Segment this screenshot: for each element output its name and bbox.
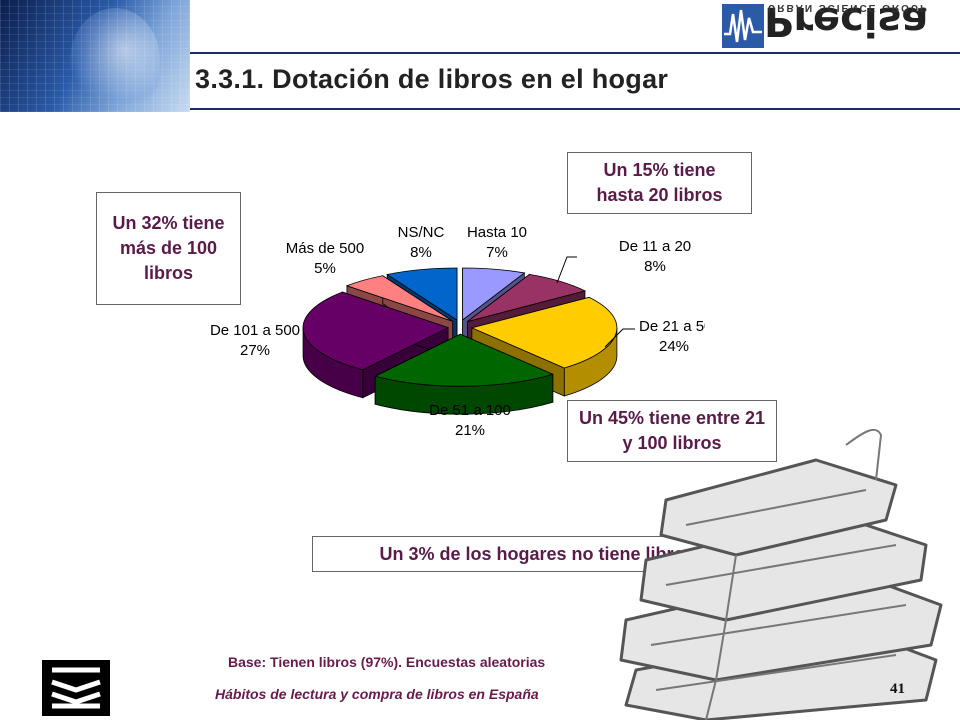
leader-line-de-11-a-20 — [556, 256, 577, 284]
books-pie-chart: Hasta 10 7% De 11 a 20 8% De 21 a 50 24% De 51… — [210, 224, 705, 439]
callout-no-books-text: Un 3% de los hogares no tiene libros — [379, 543, 695, 564]
pie-label-m-s-de-500-value: 5% — [314, 260, 336, 277]
header-image-head — [70, 8, 160, 112]
callout-more-than-100-text: Un 32% tiene más de 100 libros — [112, 213, 225, 283]
callout-more-than-100: Un 32% tiene más de 100 libros — [96, 192, 241, 305]
brand-logo-svg — [42, 660, 110, 716]
callout-between-21-100: Un 45% tiene entre 21 y 100 libros — [567, 400, 777, 462]
pie-slice-de-51-a-100 — [374, 333, 554, 415]
page-title: 3.3.1. Dotación de libros en el hogar — [195, 64, 669, 94]
callout-up-to-20-text: Un 15% tiene hasta 20 libros — [596, 160, 723, 205]
pie-label-de-11-a-20: De 11 a 20 — [619, 238, 691, 255]
callout-between-21-100-text: Un 45% tiene entre 21 y 100 libros — [578, 408, 766, 453]
page-number: 41 — [890, 681, 905, 697]
pie-label-de-51-a-100-value: 21% — [455, 422, 485, 439]
pie-label-de-51-a-100: De 51 a 100 — [429, 402, 511, 419]
pie-label-hasta-10: Hasta 10 — [467, 224, 527, 241]
footer-subtitle: Hábitos de lectura y compra de libros en… — [215, 686, 539, 702]
books-stack-icon — [619, 428, 943, 720]
pie-label-ns-nc-value: 8% — [410, 244, 432, 261]
pie-label-de-11-a-20-value: 8% — [644, 258, 666, 275]
brand-logo-icon — [42, 660, 110, 716]
precisa-logo: Precisa URBAN SCIENCE GROUP — [720, 0, 960, 50]
leader-line-de-21-a-50 — [604, 328, 635, 348]
callout-up-to-20: Un 15% tiene hasta 20 libros — [567, 152, 752, 214]
pie-label-de-101-a-500-value: 27% — [240, 342, 270, 359]
header-image — [0, 0, 190, 112]
logo-waveform-icon — [720, 2, 766, 50]
slide-header: 3.3.1. Dotación de libros en el hogar Pr… — [0, 0, 960, 112]
base-note: Base: Tienen libros (97%). Encuestas ale… — [228, 654, 546, 670]
logo-subtext: URBAN SCIENCE GROUP — [768, 2, 929, 13]
pie-label-ns-nc: NS/NC — [398, 224, 445, 241]
pie-label-hasta-10-value: 7% — [486, 244, 508, 261]
pie-label-m-s-de-500: Más de 500 — [286, 240, 364, 257]
pie-label-de-21-a-50: De 21 a 50 — [639, 318, 705, 335]
logo-waveform-svg — [724, 9, 762, 43]
pie-label-de-21-a-50-value: 24% — [659, 338, 689, 355]
pie-label-de-101-a-500: De 101 a 500 — [210, 322, 300, 339]
